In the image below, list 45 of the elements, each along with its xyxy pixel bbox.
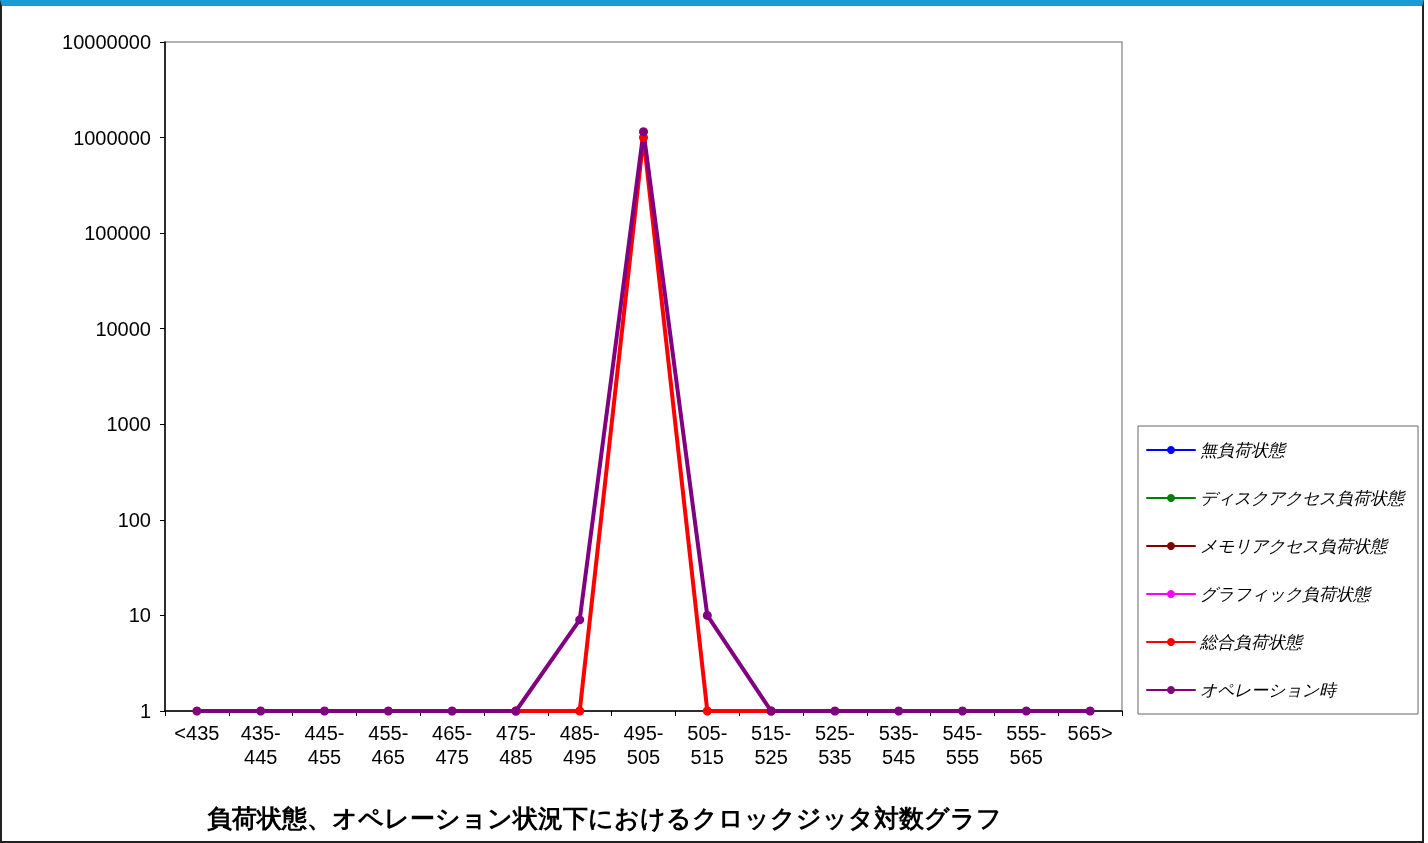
x-tick-label: 545- 555 — [942, 722, 983, 768]
y-tick-label: 1000 — [106, 413, 151, 436]
point — [894, 706, 904, 716]
point — [1021, 706, 1031, 716]
x-tick-label: 505- 515 — [687, 722, 728, 768]
point — [958, 706, 967, 716]
y-tick-label: 1 — [139, 700, 151, 722]
legend-label: 無負荷状態 — [1200, 440, 1287, 460]
point — [320, 706, 329, 716]
y-tick-label: 100000 — [84, 222, 151, 245]
x-tick-label: 535- 545 — [878, 722, 919, 768]
y-tick-label: 10000000 — [62, 31, 151, 53]
point — [702, 610, 712, 620]
x-tick-label: 555- 565 — [1006, 722, 1047, 768]
x-tick-label: <435 — [174, 722, 220, 744]
legend-label: メモリアクセス負荷状態 — [1200, 536, 1389, 556]
point — [702, 706, 712, 716]
legend-label: オペレーション時 — [1200, 680, 1338, 700]
x-tick-label: 515- 525 — [751, 722, 792, 768]
x-tick-label: 485- 495 — [559, 722, 600, 768]
x-tick-label: 455- 465 — [368, 722, 409, 768]
x-tick-label: 475- 485 — [495, 722, 536, 768]
point — [447, 706, 457, 716]
x-tick-label: 565> — [1067, 722, 1113, 744]
legend-label: ディスクアクセス負荷状態 — [1200, 488, 1406, 508]
point — [830, 706, 840, 716]
x-tick-label: 465- 475 — [432, 722, 473, 768]
legend-label: グラフィック負荷状態 — [1200, 584, 1372, 604]
legend-label: 総合負荷状態 — [1199, 632, 1304, 652]
y-tick-label: 1000000 — [73, 126, 151, 149]
point — [575, 706, 585, 716]
y-tick-label: 100 — [117, 508, 151, 531]
point — [639, 127, 648, 137]
point — [1085, 706, 1095, 716]
y-tick-label: 10000 — [95, 317, 151, 340]
x-tick-label: 495- 505 — [623, 722, 664, 768]
text: 負荷状態、オペレーション状況下におけるクロックジッタ対数グラフ — [207, 803, 1002, 833]
y-tick-label: 10 — [128, 604, 151, 627]
point — [383, 706, 393, 716]
point — [256, 706, 266, 716]
x-tick-label: 525- 535 — [814, 722, 855, 768]
point — [192, 706, 202, 716]
x-tick-label: 445- 455 — [304, 722, 345, 768]
point — [575, 615, 585, 625]
x-tick-label: 435- 445 — [240, 722, 281, 768]
